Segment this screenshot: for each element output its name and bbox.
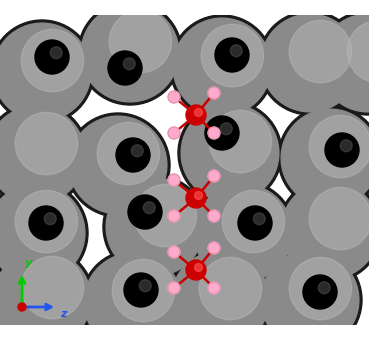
Circle shape — [230, 45, 242, 57]
Circle shape — [194, 184, 292, 282]
Circle shape — [215, 38, 249, 72]
Circle shape — [0, 103, 88, 207]
Circle shape — [171, 251, 269, 340]
Circle shape — [66, 113, 170, 217]
Circle shape — [116, 138, 150, 172]
Circle shape — [15, 112, 77, 175]
Circle shape — [139, 280, 151, 292]
Circle shape — [0, 247, 94, 340]
Circle shape — [178, 101, 282, 205]
Circle shape — [194, 264, 203, 272]
Circle shape — [170, 15, 274, 119]
Circle shape — [261, 14, 359, 112]
Circle shape — [261, 251, 359, 340]
Circle shape — [208, 127, 220, 139]
Circle shape — [0, 184, 85, 282]
Circle shape — [168, 282, 180, 294]
Circle shape — [44, 213, 56, 225]
Circle shape — [112, 259, 175, 322]
Circle shape — [258, 11, 362, 115]
Circle shape — [281, 181, 369, 279]
Circle shape — [186, 260, 206, 280]
Circle shape — [289, 20, 352, 83]
Circle shape — [50, 47, 62, 59]
Circle shape — [278, 178, 369, 282]
Circle shape — [194, 108, 203, 117]
Circle shape — [21, 29, 84, 92]
Circle shape — [220, 123, 232, 135]
Circle shape — [201, 24, 263, 87]
Circle shape — [143, 202, 155, 214]
Circle shape — [168, 91, 180, 103]
Circle shape — [81, 4, 179, 102]
Circle shape — [29, 206, 63, 240]
Circle shape — [309, 115, 369, 178]
Circle shape — [21, 256, 84, 319]
Circle shape — [325, 133, 359, 167]
Circle shape — [168, 248, 272, 340]
Circle shape — [78, 1, 182, 105]
Circle shape — [347, 20, 369, 83]
Circle shape — [84, 253, 182, 340]
Circle shape — [208, 87, 220, 99]
Circle shape — [123, 58, 135, 70]
Circle shape — [0, 106, 85, 204]
Circle shape — [208, 242, 220, 254]
Circle shape — [109, 10, 172, 73]
Circle shape — [194, 191, 203, 200]
Text: y: y — [25, 258, 32, 268]
Circle shape — [303, 275, 337, 309]
Circle shape — [209, 110, 272, 173]
Circle shape — [69, 116, 167, 214]
Circle shape — [208, 210, 220, 222]
Circle shape — [309, 187, 369, 250]
Circle shape — [186, 105, 206, 125]
Circle shape — [0, 250, 91, 340]
Circle shape — [108, 51, 142, 85]
Circle shape — [186, 188, 206, 208]
Circle shape — [205, 116, 239, 150]
Circle shape — [0, 181, 88, 285]
Circle shape — [191, 181, 295, 285]
Circle shape — [15, 190, 77, 253]
Circle shape — [128, 195, 162, 229]
Circle shape — [281, 109, 369, 207]
Circle shape — [97, 122, 160, 185]
Circle shape — [0, 23, 91, 121]
Circle shape — [103, 175, 207, 279]
Circle shape — [18, 303, 26, 311]
Circle shape — [124, 273, 158, 307]
Circle shape — [173, 18, 271, 116]
Circle shape — [168, 210, 180, 222]
Circle shape — [168, 174, 180, 186]
Circle shape — [278, 106, 369, 210]
Circle shape — [168, 127, 180, 139]
Circle shape — [316, 11, 369, 115]
Circle shape — [208, 170, 220, 182]
Circle shape — [258, 248, 362, 340]
Circle shape — [131, 145, 143, 157]
Circle shape — [106, 178, 204, 276]
Circle shape — [238, 206, 272, 240]
Circle shape — [340, 140, 352, 152]
Circle shape — [81, 250, 185, 340]
Circle shape — [289, 257, 352, 320]
Circle shape — [134, 184, 197, 247]
Circle shape — [318, 282, 330, 294]
Circle shape — [208, 282, 220, 294]
Circle shape — [253, 213, 265, 225]
Circle shape — [181, 104, 279, 202]
Circle shape — [168, 246, 180, 258]
Circle shape — [35, 40, 69, 74]
Circle shape — [222, 190, 284, 253]
Circle shape — [199, 257, 262, 320]
Text: z: z — [60, 309, 66, 319]
Circle shape — [0, 20, 94, 124]
Circle shape — [319, 14, 369, 112]
